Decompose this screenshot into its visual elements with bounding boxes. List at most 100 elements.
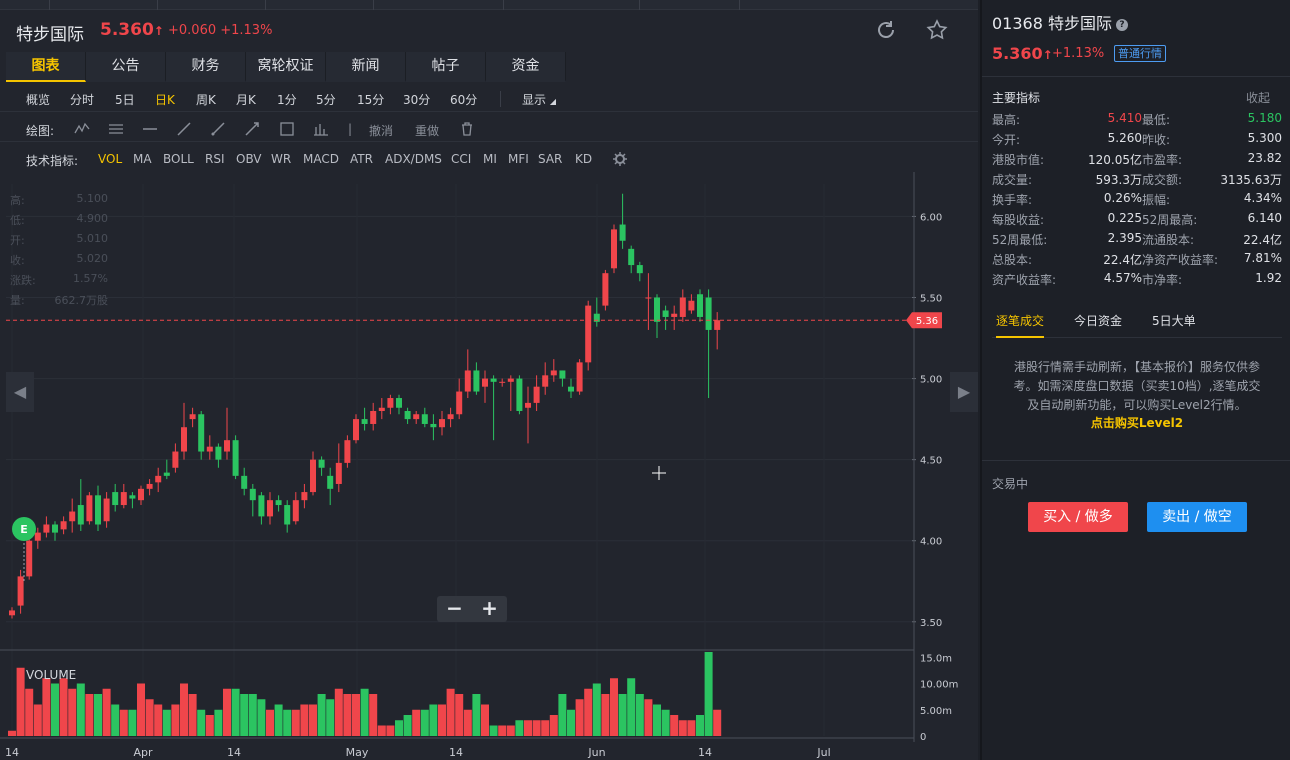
volume-bar (231, 688, 240, 736)
candle-body (9, 610, 15, 616)
tab-announcements[interactable]: 公告 (86, 52, 166, 82)
tab-news[interactable]: 新闻 (326, 52, 406, 82)
collapse-button[interactable]: 收起 (1245, 91, 1270, 105)
indicator-adx[interactable]: ADX/DMS (385, 152, 442, 166)
x-tick-label: 14 (698, 746, 712, 759)
indicator-selector: 技术指标: VOL MA BOLL RSI OBV WR MACD ATR AD… (0, 146, 978, 172)
indicator-obv[interactable]: OBV (236, 152, 262, 166)
indicator-kd[interactable]: KD (575, 152, 593, 166)
tab-tick-trades[interactable]: 逐笔成交 (996, 312, 1045, 338)
candle-body (516, 378, 523, 411)
hline-tool-icon[interactable] (142, 121, 158, 137)
candle-body (550, 370, 557, 376)
side-change: +1.13% (1052, 46, 1105, 61)
help-icon[interactable]: ? (1116, 18, 1128, 31)
scroll-left-arrow-icon[interactable]: ◀ (6, 372, 34, 412)
indicator-sar[interactable]: SAR (538, 152, 563, 166)
indicator-atr[interactable]: ATR (350, 152, 373, 166)
segment-tool-icon[interactable] (244, 121, 260, 137)
drawing-label: 绘图: (26, 124, 55, 138)
period-daily-k[interactable]: 日K (155, 93, 175, 107)
settings-gear-icon[interactable] (612, 151, 628, 167)
volume-bar (532, 720, 541, 736)
rectangle-tool-icon[interactable] (279, 121, 295, 137)
zoom-in-button[interactable]: + (481, 596, 498, 620)
period-weekly-k[interactable]: 周K (196, 93, 216, 107)
main-panel: 特步国际 5.360↑ +0.060 +1.13% 图表 公告 财务 窝轮权证 … (0, 10, 978, 760)
candle-body (473, 370, 480, 392)
volume-bar (326, 699, 335, 736)
indicator-vol[interactable]: VOL (98, 152, 123, 166)
bar-tool-icon[interactable] (313, 121, 329, 137)
period-5min[interactable]: 5分 (316, 93, 336, 107)
metric-row: 港股市值: 120.05亿 市盈率: 23.82 (992, 151, 1282, 171)
hover-close-value: 5.020 (76, 252, 109, 265)
quote-type-badge[interactable]: 普通行情 (1114, 45, 1166, 62)
undo-button[interactable]: 撤消 (369, 124, 394, 138)
ray-tool-icon[interactable] (210, 121, 226, 137)
wave-tool-icon[interactable] (74, 121, 90, 137)
indicator-mfi[interactable]: MFI (508, 152, 529, 166)
tab-warrants[interactable]: 窝轮权证 (246, 52, 326, 82)
x-tick-label: Jun (587, 746, 605, 759)
volume-bar (188, 694, 197, 736)
tab-5day-large-orders[interactable]: 5日大单 (1152, 314, 1196, 328)
trash-icon[interactable] (459, 121, 475, 137)
strip-cell (158, 0, 266, 10)
strip-cell (374, 0, 504, 10)
period-monthly-k[interactable]: 月K (236, 93, 256, 107)
volume-bar (16, 667, 25, 736)
tab-posts[interactable]: 帖子 (406, 52, 486, 82)
volume-label: VOLUME (26, 668, 77, 682)
tab-today-funds[interactable]: 今日资金 (1074, 314, 1123, 328)
sell-short-button[interactable]: 卖出 / 做空 (1147, 502, 1247, 532)
redo-button[interactable]: 重做 (415, 124, 440, 138)
period-overview[interactable]: 概览 (26, 93, 51, 107)
candlestick-chart[interactable]: 6.00 5.50 5.00 4.50 4.00 3.50 15.0m 10.00m 5.00m… (0, 172, 978, 760)
strip-cell (504, 0, 640, 10)
volume-bar (498, 725, 507, 736)
indicator-cci[interactable]: CCI (451, 152, 472, 166)
chart-area[interactable]: 6.00 5.50 5.00 4.50 4.00 3.50 15.0m 10.00m 5.00m… (0, 172, 978, 760)
candle-body (60, 521, 67, 530)
indicator-boll[interactable]: BOLL (163, 152, 194, 166)
candle-body (439, 419, 445, 428)
indicator-mi[interactable]: MI (483, 152, 497, 166)
x-tick-label: 14 (227, 746, 241, 759)
period-30min[interactable]: 30分 (403, 93, 431, 107)
scroll-right-arrow-icon[interactable]: ▶ (950, 372, 978, 412)
buy-level2-link[interactable]: 点击购买Level2 (1090, 416, 1184, 430)
candle-body (464, 370, 471, 392)
volume-bar (205, 715, 214, 736)
period-60min[interactable]: 60分 (450, 93, 478, 107)
hlines-tool-icon[interactable] (108, 121, 124, 137)
period-1min[interactable]: 1分 (277, 93, 297, 107)
candle-body (275, 500, 282, 506)
indicator-macd[interactable]: MACD (303, 152, 339, 166)
y-tick-label: 6.00 (920, 212, 942, 223)
display-dropdown[interactable]: 显示 ◢ (522, 93, 556, 107)
hover-volume-value: 662.7万股 (54, 294, 109, 307)
zoom-out-button[interactable]: − (446, 596, 463, 620)
star-icon[interactable] (925, 18, 949, 42)
metric-value: 5.300 (1247, 131, 1282, 145)
metric-label: 市盈率: (1142, 153, 1183, 167)
metric-label: 成交额: (1142, 173, 1183, 187)
refresh-icon[interactable] (874, 18, 898, 42)
tab-funds[interactable]: 资金 (486, 52, 566, 82)
metric-label: 净资产收益率: (1142, 253, 1219, 267)
candle-body (327, 475, 334, 489)
period-intraday[interactable]: 分时 (70, 93, 95, 107)
buy-long-button[interactable]: 买入 / 做多 (1028, 502, 1128, 532)
volume-bar (661, 709, 670, 736)
indicator-wr[interactable]: WR (271, 152, 292, 166)
indicator-ma[interactable]: MA (133, 152, 152, 166)
period-15min[interactable]: 15分 (357, 93, 385, 107)
period-5day[interactable]: 5日 (115, 93, 135, 107)
candle-body (292, 500, 299, 522)
tab-finance[interactable]: 财务 (166, 52, 246, 82)
volume-bar (420, 709, 429, 736)
line-tool-icon[interactable] (176, 121, 192, 137)
tab-chart[interactable]: 图表 (6, 52, 86, 82)
indicator-rsi[interactable]: RSI (205, 152, 225, 166)
